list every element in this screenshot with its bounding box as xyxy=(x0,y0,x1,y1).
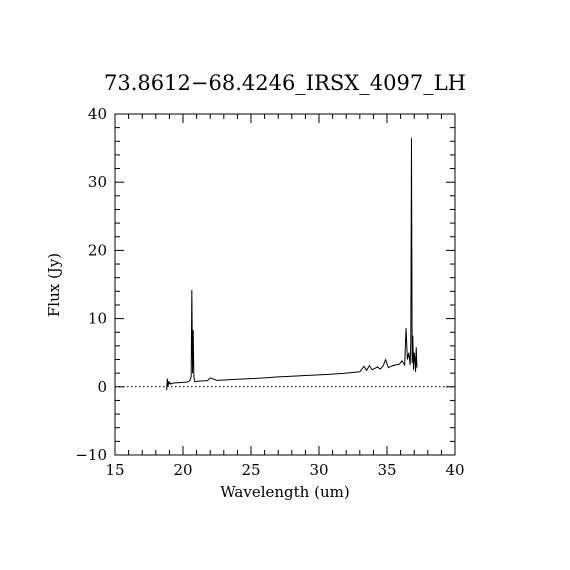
y-tick-label: 20 xyxy=(88,241,107,259)
chart-title: 73.8612−68.4246_IRSX_4097_LH xyxy=(104,71,466,95)
plot-frame xyxy=(114,113,456,456)
y-tick-label: −10 xyxy=(75,446,107,464)
y-axis-label: Flux (Jy) xyxy=(45,253,63,317)
y-tick-label: 40 xyxy=(88,105,107,123)
x-tick-label: 25 xyxy=(241,461,260,479)
flux-series-line xyxy=(166,137,418,391)
x-tick-label: 35 xyxy=(377,461,396,479)
y-tick-label: 10 xyxy=(88,310,107,328)
x-axis-ticks: 15 20 25 30 35 40 xyxy=(105,114,465,479)
x-tick-label: 30 xyxy=(309,461,328,479)
x-axis-label: Wavelength (um) xyxy=(220,483,349,501)
x-tick-label: 20 xyxy=(173,461,192,479)
y-axis-ticks: −10 0 10 20 30 40 xyxy=(75,105,455,464)
y-tick-label: 0 xyxy=(97,378,107,396)
x-tick-label: 15 xyxy=(105,461,124,479)
y-tick-label: 30 xyxy=(88,173,107,191)
x-tick-label: 40 xyxy=(445,461,464,479)
